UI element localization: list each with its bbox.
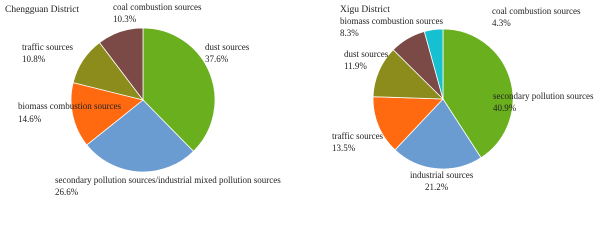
pie-slice: [142, 27, 216, 152]
pie-slice: [394, 98, 482, 170]
slice-label: secondary pollution sources/industrial m…: [55, 175, 281, 185]
pie-slice: [98, 27, 144, 102]
value-label: 11.9%: [344, 61, 367, 71]
value-label: 4.3%: [492, 18, 511, 28]
value-label: 40.9%: [493, 103, 517, 113]
slice-label: traffic sources: [22, 42, 74, 52]
slice-label: traffic sources: [332, 131, 384, 141]
value-label: 14.6%: [18, 114, 42, 124]
pie-slice: [70, 82, 144, 146]
value-label: 8.3%: [340, 28, 359, 38]
slice-label: industrial sources: [410, 170, 474, 180]
slice-label: coal combustion sources: [113, 2, 202, 12]
chart-title: Xigu District: [340, 5, 390, 15]
pie-slice: [423, 28, 444, 100]
chart-title: Chengguan District: [5, 5, 80, 15]
value-label: 37.6%: [205, 54, 229, 64]
value-label: 10.3%: [113, 14, 137, 24]
slice-label: dust sources: [344, 49, 389, 59]
slice-label: coal combustion sources: [492, 6, 581, 16]
slice-label: secondary pollution sources: [493, 91, 594, 101]
value-label: 13.5%: [332, 143, 356, 153]
slice-label: biomass combustion sources: [340, 16, 443, 26]
slice-label: dust sources: [205, 42, 250, 52]
pie-slice: [86, 99, 195, 173]
value-label: 21.2%: [425, 182, 449, 192]
figure: Chengguan District Xigu District dust so…: [5, 2, 594, 197]
pie-slice: [372, 96, 444, 151]
value-label: 26.6%: [55, 187, 79, 197]
value-label: 10.8%: [22, 54, 46, 64]
slice-label: biomass combustion sources: [18, 101, 121, 111]
